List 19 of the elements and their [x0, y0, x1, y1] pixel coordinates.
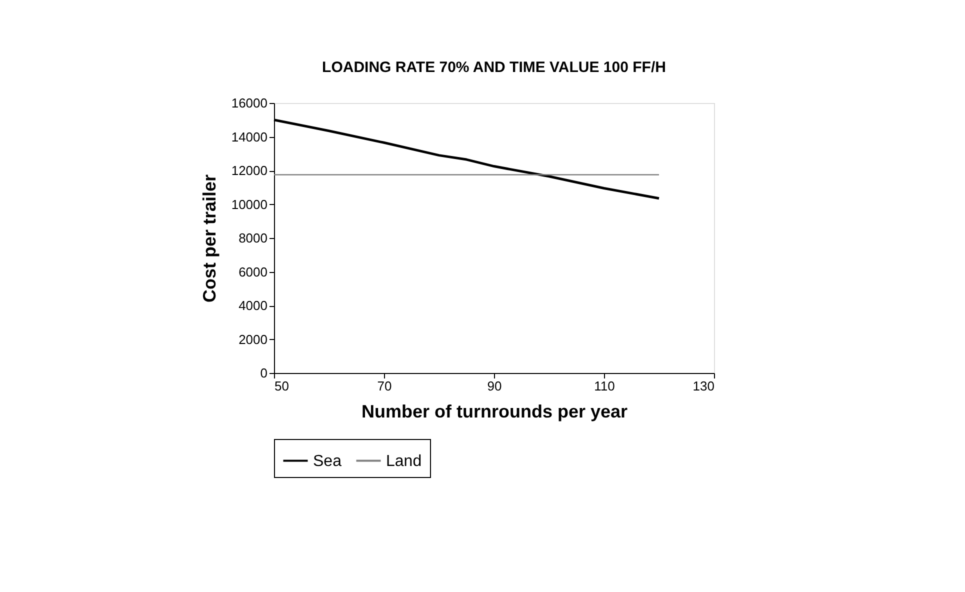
x-axis-title: Number of turnrounds per year — [361, 402, 628, 422]
y-tick-label: 2000 — [238, 332, 268, 347]
y-tick-label: 8000 — [238, 230, 268, 246]
y-tick-label: 12000 — [231, 163, 268, 178]
x-tick-label: 50 — [274, 378, 289, 394]
y-axis-title: Cost per trailer — [199, 174, 220, 303]
legend-label: Land — [386, 452, 422, 470]
y-tick-label: 6000 — [238, 264, 268, 280]
x-tick-label: 110 — [594, 378, 615, 394]
y-tick-label: 4000 — [238, 298, 268, 313]
x-tick-label: 130 — [692, 378, 714, 394]
y-tick-label: 10000 — [231, 196, 268, 212]
y-tick-label: 0 — [260, 366, 268, 380]
y-tick-label: 14000 — [231, 129, 268, 144]
x-tick-label: 90 — [487, 378, 502, 394]
x-tick-label: 70 — [377, 378, 392, 394]
y-tick-label: 16000 — [231, 96, 268, 110]
legend-label: Sea — [313, 452, 342, 470]
chart-title: LOADING RATE 70% AND TIME VALUE 100 FF/H — [322, 59, 666, 76]
